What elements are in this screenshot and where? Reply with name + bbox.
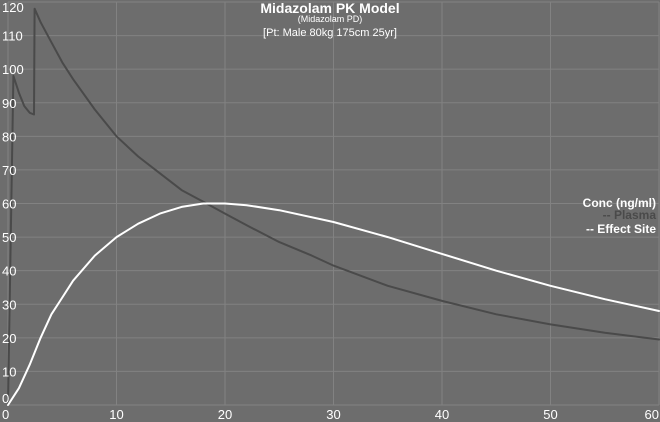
y-tick-label: 40 [2,264,16,279]
y-tick-label: 90 [2,96,16,111]
x-tick-label: 60 [645,407,659,422]
y-tick-label: 60 [2,197,16,212]
series-line-effect-site [7,202,660,406]
chart-subtitle: (Midazolam PD) [298,14,363,24]
y-tick-label: 70 [2,163,16,178]
series-line-plasma [7,7,660,406]
y-tick-labels: 0 10 20 30 40 50 60 70 80 90 100 110 120 [2,0,24,406]
legend-effect-site: -- Effect Site [586,222,656,236]
x-tick-label: 40 [435,407,449,422]
y-tick-label: 120 [2,0,24,15]
x-tick-label: 20 [218,407,232,422]
y-tick-label: 30 [2,297,16,312]
legend: Conc (ng/ml) -- Plasma -- Effect Site [583,196,657,236]
y-tick-label: 50 [2,230,16,245]
y-tick-label: 10 [2,364,16,379]
patient-info: [Pt: Male 80kg 175cm 25yr] [263,27,397,39]
y-tick-label: 20 [2,331,16,346]
x-tick-label: 0 [2,407,9,422]
y-tick-label: 100 [2,62,24,77]
series-group [7,7,660,406]
x-tick-label: 10 [109,407,123,422]
chart-title: Midazolam PK Model [260,0,399,16]
y-tick-label: 110 [2,29,23,44]
x-tick-label: 30 [326,407,340,422]
legend-plasma: -- Plasma [603,208,657,222]
y-tick-label: 0 [2,391,9,406]
legend-title: Conc (ng/ml) [583,196,656,210]
x-tick-label: 50 [543,407,557,422]
x-tick-labels: 0 10 20 30 40 50 60 [2,407,659,422]
y-tick-label: 80 [2,129,16,144]
